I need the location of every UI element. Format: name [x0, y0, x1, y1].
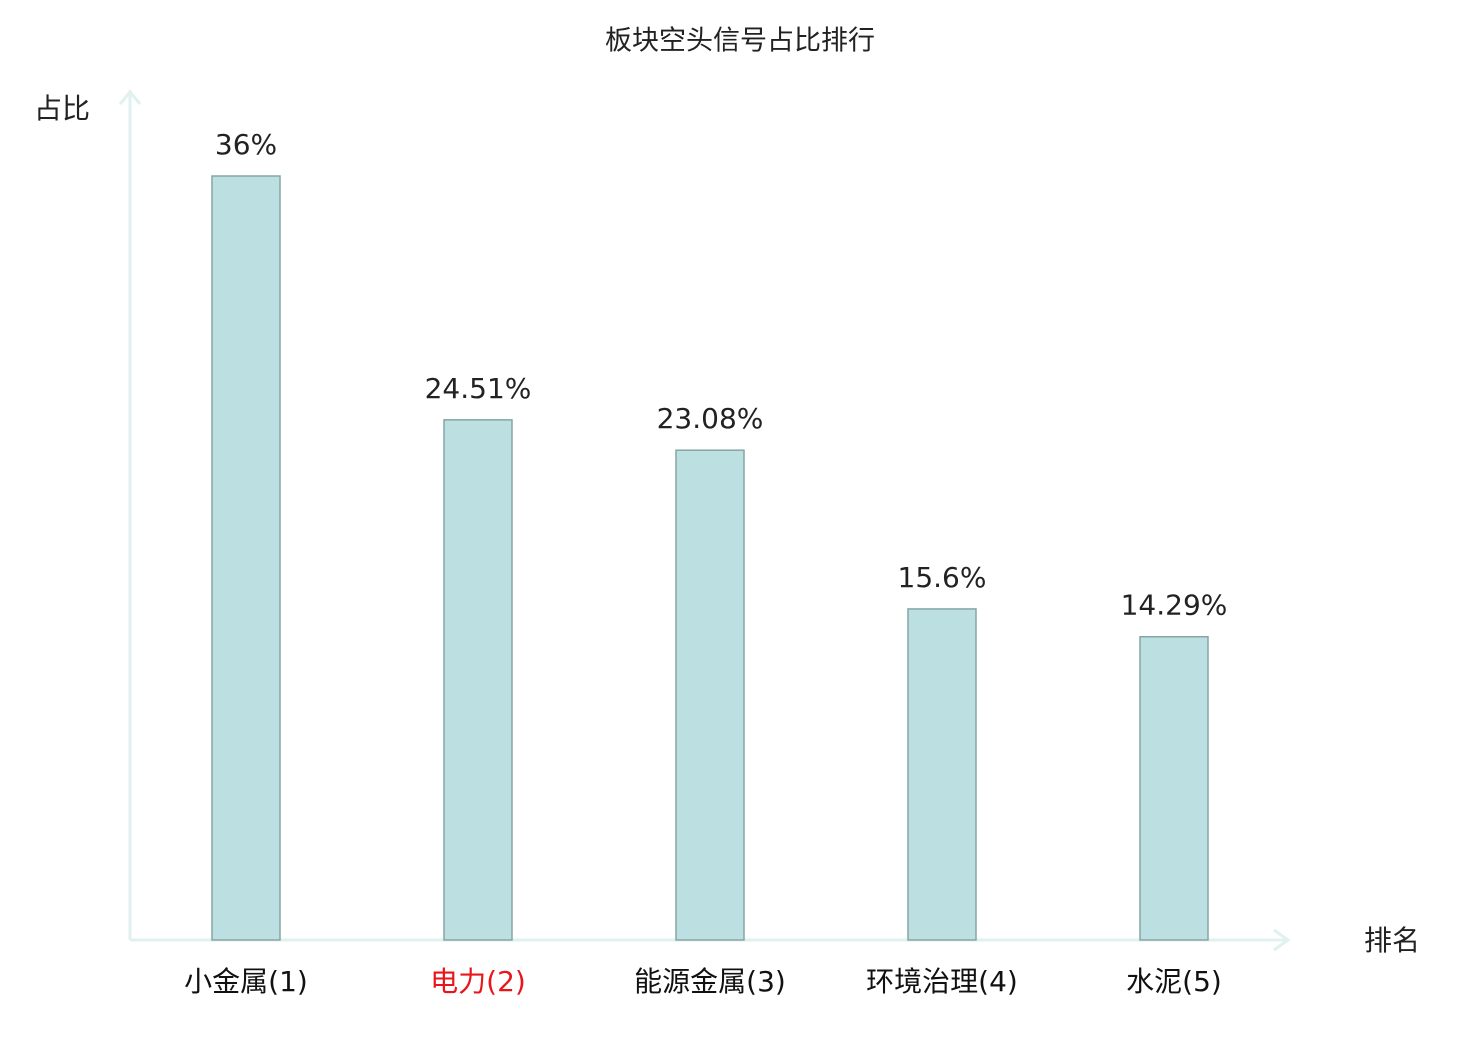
y-axis-label: 占比 [34, 92, 90, 125]
bar [907, 608, 977, 941]
x-tick-label: 水泥(5) [1126, 965, 1222, 998]
x-tick-label: 能源金属(3) [634, 965, 786, 998]
x-tick-label: 小金属(1) [184, 965, 308, 998]
bar [443, 419, 513, 941]
value-label: 24.51% [425, 372, 532, 405]
bar [1139, 635, 1209, 941]
value-label: 36% [215, 128, 277, 161]
value-label: 23.08% [657, 402, 764, 435]
x-axis-label: 排名 [1364, 924, 1420, 957]
x-tick-label: 电力(2) [430, 965, 526, 998]
bar [211, 175, 281, 941]
x-axis-arrow [1273, 928, 1291, 952]
chart-title: 板块空头信号占比排行 [605, 26, 875, 57]
value-label: 15.6% [898, 561, 987, 594]
x-tick-label: 环境治理(4) [866, 965, 1018, 998]
value-label: 14.29% [1121, 589, 1228, 622]
bar [675, 449, 745, 941]
y-axis-arrow [118, 89, 142, 105]
